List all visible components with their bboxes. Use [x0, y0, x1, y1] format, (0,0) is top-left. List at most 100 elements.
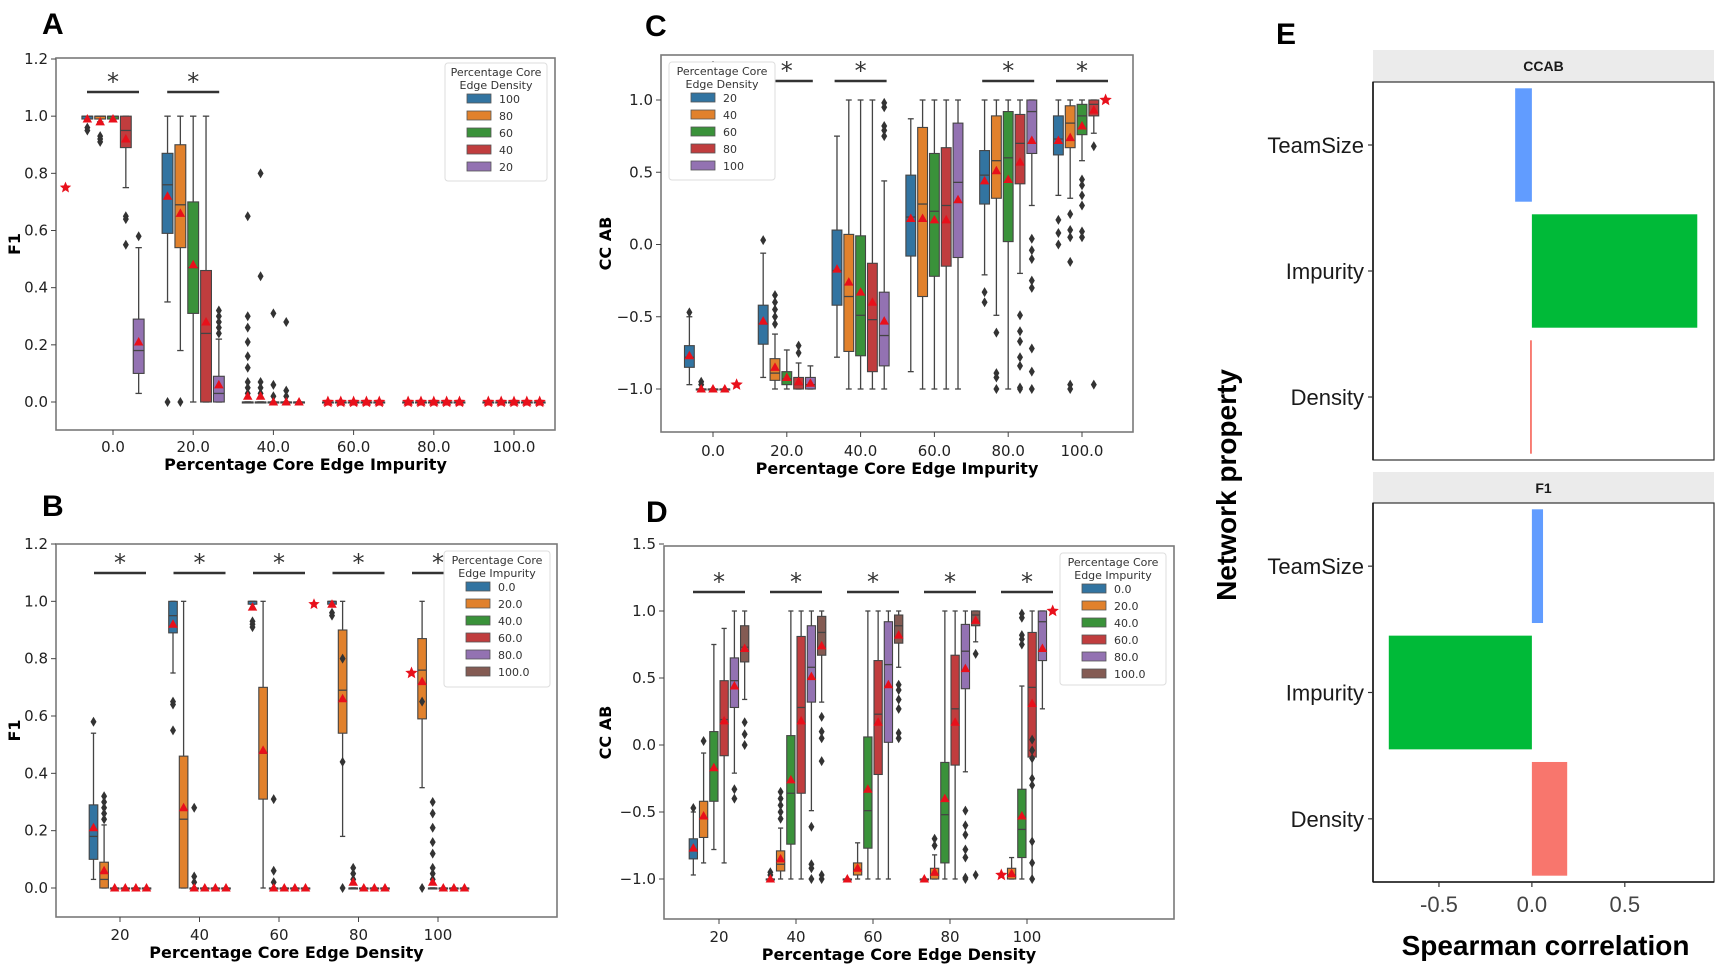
- mean-marker: [279, 883, 290, 892]
- outlier-point: [686, 307, 693, 318]
- outlier-point: [731, 793, 738, 804]
- significance-asterisk: *: [855, 57, 867, 85]
- x-axis-label: Spearman correlation: [1402, 930, 1690, 961]
- panel-letter: B: [42, 490, 64, 523]
- significance-asterisk: *: [713, 568, 725, 596]
- y-tick-label: 0.6: [24, 707, 48, 725]
- outlier-point: [777, 813, 784, 824]
- outlier-point: [1079, 174, 1085, 185]
- mean-star-marker: [520, 395, 533, 408]
- legend-swatch: [690, 126, 716, 137]
- legend-title: Edge Density: [460, 79, 533, 92]
- x-tick-label: 100: [424, 926, 453, 944]
- mean-marker: [729, 681, 740, 690]
- outlier-point: [84, 125, 91, 136]
- mean-marker: [1027, 135, 1037, 144]
- outlier-point: [1090, 379, 1097, 390]
- x-tick-label: 0.0: [1517, 892, 1548, 917]
- facet-title: CCAB: [1523, 58, 1563, 74]
- box: [1064, 105, 1076, 149]
- box: [893, 614, 904, 644]
- mean-marker: [852, 863, 863, 872]
- legend-title: Edge Impurity: [1074, 569, 1152, 582]
- outlier-point: [993, 384, 1000, 394]
- outlier-point: [257, 271, 264, 282]
- significance-asterisk: *: [114, 549, 126, 577]
- box: [178, 755, 189, 889]
- correlation-bar: [1531, 761, 1568, 876]
- significance-asterisk: *: [432, 549, 444, 577]
- outlier-point: [1028, 245, 1035, 256]
- mean-marker: [459, 883, 470, 892]
- x-tick-label: 40: [786, 928, 805, 946]
- mean-marker: [1037, 643, 1048, 653]
- mean-marker: [1015, 157, 1025, 166]
- box: [174, 144, 187, 249]
- outlier-point: [1028, 233, 1035, 244]
- outlier-point: [283, 316, 290, 327]
- x-tick-label: -0.5: [1420, 892, 1458, 917]
- mean-star-marker: [321, 395, 335, 408]
- legend-swatch: [465, 666, 491, 677]
- legend-label: 20.0: [1114, 600, 1139, 613]
- outlier-point: [771, 304, 778, 315]
- box: [917, 126, 929, 298]
- category-label: Density: [1291, 807, 1364, 832]
- mean-star-marker: [1046, 604, 1059, 617]
- legend-swatch: [690, 109, 716, 120]
- mean-marker: [82, 114, 93, 123]
- legend-label: 0.0: [498, 581, 516, 594]
- outlier-point: [818, 756, 825, 767]
- outlier-point: [741, 729, 748, 740]
- outlier-point: [962, 805, 969, 816]
- legend-swatch: [466, 161, 492, 172]
- mean-marker: [863, 784, 873, 793]
- y-tick-label: 0.6: [24, 222, 48, 240]
- outlier-point: [270, 794, 277, 805]
- mean-star-marker: [533, 395, 546, 408]
- outlier-point: [1028, 282, 1035, 293]
- outlier-point: [122, 214, 129, 225]
- box: [1017, 788, 1027, 859]
- mean-marker: [359, 883, 369, 892]
- outlier-point: [895, 703, 902, 714]
- outlier-point: [101, 797, 108, 807]
- box: [132, 318, 145, 374]
- mean-marker: [758, 316, 768, 325]
- outlier-point: [962, 852, 969, 863]
- legend-title: Percentage Core: [452, 554, 543, 567]
- significance-asterisk: *: [944, 568, 956, 596]
- x-tick-label: 20.0: [770, 442, 803, 460]
- outlier-point: [244, 362, 251, 373]
- box: [337, 629, 348, 734]
- category-label: TeamSize: [1267, 554, 1364, 579]
- x-tick-label: 0.5: [1610, 892, 1641, 917]
- mean-marker: [210, 883, 221, 892]
- mean-star-marker: [453, 395, 466, 408]
- box: [878, 291, 890, 367]
- outlier-point: [1028, 366, 1035, 377]
- x-tick-label: 40: [190, 926, 209, 944]
- mean-marker: [879, 316, 889, 325]
- panel-letter: E: [1276, 18, 1296, 51]
- mean-marker: [258, 745, 268, 754]
- correlation-bar: [1531, 509, 1544, 624]
- box-group: [59, 114, 145, 395]
- mean-marker: [1053, 135, 1064, 144]
- box: [990, 115, 1002, 199]
- legend-swatch: [466, 144, 492, 155]
- outlier-point: [795, 347, 802, 358]
- box-group: [241, 168, 306, 406]
- outlier-point: [170, 699, 176, 710]
- mean-marker: [290, 883, 300, 892]
- y-axis-label: CC AB: [596, 217, 615, 271]
- outlier-point: [429, 837, 436, 848]
- y-tick-label: 1.2: [24, 50, 48, 68]
- mean-marker: [175, 208, 186, 217]
- legend-label: 40.0: [1114, 617, 1139, 630]
- outlier-point: [881, 121, 888, 132]
- outlier-point: [1055, 239, 1062, 250]
- mean-marker: [775, 853, 786, 863]
- legend-label: 0.0: [1114, 583, 1132, 596]
- outlier-point: [962, 874, 969, 884]
